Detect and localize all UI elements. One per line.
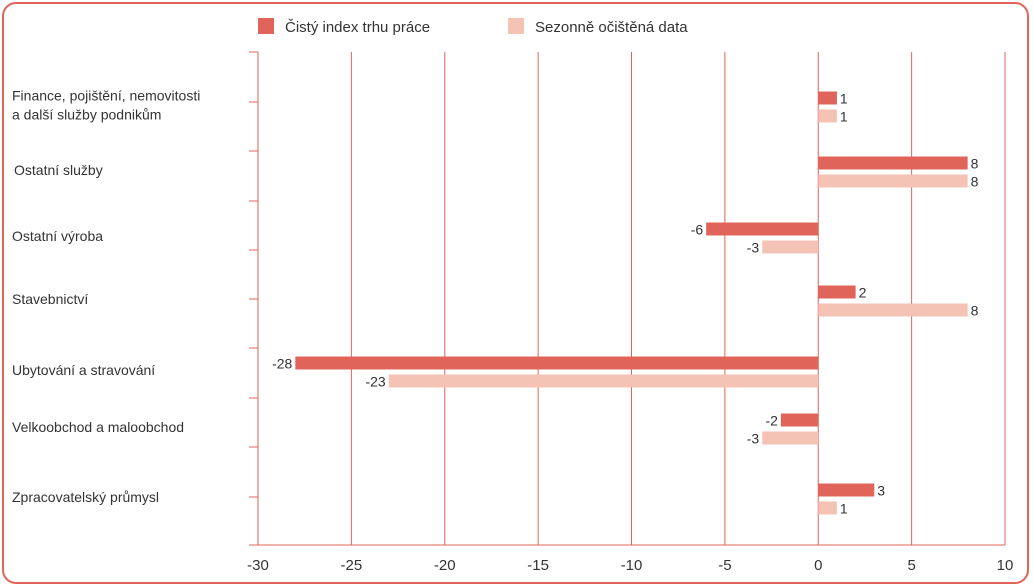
category-label: Zpracovatelský průmysl [12, 489, 159, 505]
data-label: 8 [971, 174, 979, 190]
x-tick-label: -15 [527, 557, 549, 574]
bar-1 [818, 156, 968, 170]
category-label: Ostatní výroba [12, 228, 103, 244]
x-axis-ticks: -30 -25 -20 -15 -10 -5 0 5 10 [247, 557, 1013, 574]
data-label: 1 [840, 109, 848, 125]
bar-1 [818, 91, 837, 105]
data-label: 3 [877, 483, 885, 499]
category-label: Stavebnictví [12, 291, 88, 307]
category-labels: Finance, pojištění, nemovitosti a další s… [12, 88, 200, 506]
x-tick-label: -5 [718, 557, 731, 574]
legend-label-1: Čistý index trhu práce [285, 19, 430, 36]
bar-1 [780, 413, 819, 427]
data-label: -6 [691, 222, 704, 238]
data-label: 1 [840, 501, 848, 517]
bar-2 [762, 431, 819, 445]
data-label: 8 [971, 156, 979, 172]
bar-2 [818, 501, 837, 515]
x-tick-label: -20 [434, 557, 456, 574]
data-label: -3 [747, 240, 760, 256]
x-tick-label: 0 [814, 557, 822, 574]
legend-swatch-2 [508, 18, 524, 34]
gridlines [350, 52, 1006, 545]
legend-swatch-1 [258, 18, 274, 34]
bar-2 [818, 303, 968, 317]
bar-2 [388, 374, 819, 388]
bar-1 [295, 356, 819, 370]
data-label: -28 [272, 356, 292, 372]
legend-label-2: Sezonně očištěná data [535, 19, 688, 36]
category-label: a další služby podnikům [12, 107, 161, 123]
data-label: 2 [859, 285, 867, 301]
x-tick-label: 5 [907, 557, 915, 574]
bar-1 [818, 483, 875, 497]
bar-2 [818, 174, 968, 188]
category-label: Finance, pojištění, nemovitosti [12, 88, 200, 104]
data-label: -2 [765, 413, 778, 429]
category-label: Ubytování a stravování [12, 362, 155, 378]
x-tick-label: 10 [997, 557, 1014, 574]
bar-2 [762, 240, 819, 254]
bar-2 [818, 109, 837, 123]
legend: Čistý index trhu práce Sezonně očištěná d… [258, 18, 688, 36]
data-label: 1 [840, 91, 848, 107]
y-axis [249, 51, 1005, 546]
x-tick-label: -30 [247, 557, 269, 574]
data-label: 8 [971, 303, 979, 319]
data-label: -23 [365, 374, 385, 390]
x-tick-label: -10 [621, 557, 643, 574]
category-label: Ostatní služby [14, 162, 103, 178]
bars: 1 1 8 8 -6 -3 2 8 -28 -23 -2 -3 3 1 [272, 91, 979, 517]
category-label: Velkoobchod a maloobchod [12, 419, 184, 435]
bar-1 [706, 222, 819, 236]
x-tick-label: -25 [341, 557, 363, 574]
data-label: -3 [747, 431, 760, 447]
bar-1 [818, 285, 856, 299]
